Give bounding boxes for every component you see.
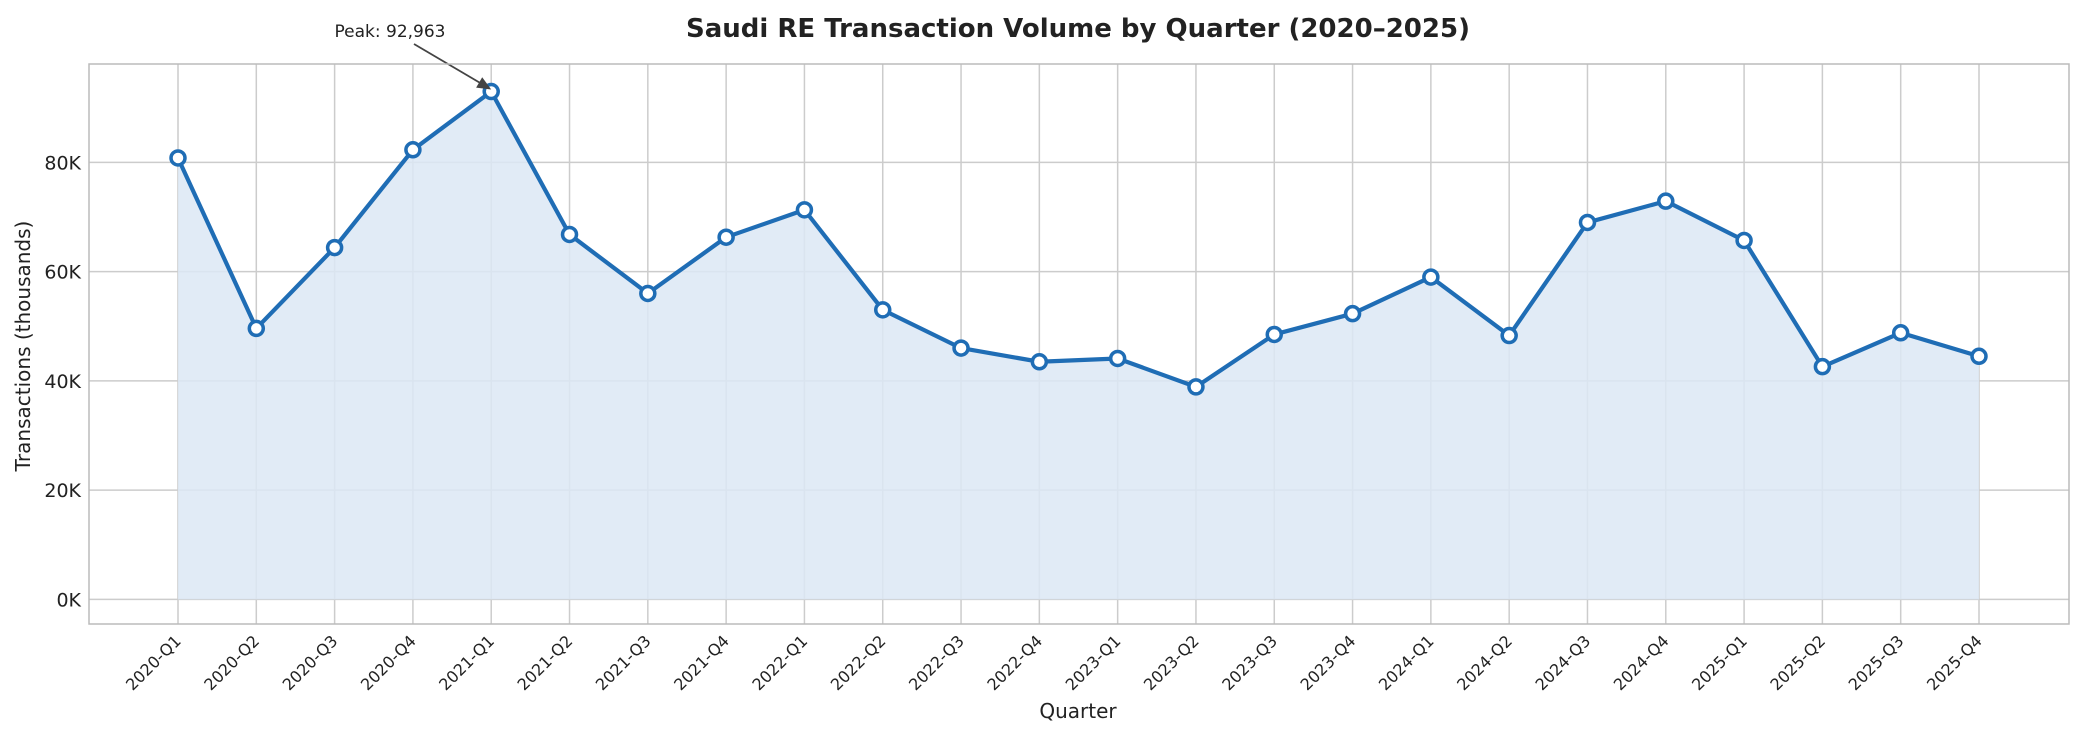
area-fill [178, 91, 1979, 600]
y-tick-label: 80K [44, 152, 81, 174]
data-point [1343, 304, 1362, 323]
x-tick-label: 2022-Q2 [827, 631, 890, 694]
x-tick-label: 2021-Q2 [514, 631, 577, 694]
data-point [247, 319, 266, 338]
x-tick-label: 2025-Q3 [1845, 631, 1908, 694]
data-point [1108, 349, 1127, 368]
x-tick-label: 2024-Q2 [1453, 631, 1516, 694]
data-point [404, 141, 422, 159]
data-point [717, 228, 735, 246]
data-point [1422, 268, 1440, 286]
x-tick-label: 2023-Q2 [1140, 631, 1203, 694]
x-tick-label: 2025-Q4 [1923, 631, 1986, 694]
data-point [1657, 192, 1675, 210]
y-tick-label: 60K [44, 262, 81, 284]
data-point [1735, 231, 1753, 250]
x-tick-label: 2024-Q4 [1610, 631, 1673, 694]
y-tick-label: 20K [44, 480, 81, 502]
data-point [795, 201, 814, 219]
plot-frame [88, 63, 2070, 625]
data-point [325, 238, 344, 257]
data-point [873, 301, 892, 319]
data-point [952, 339, 970, 357]
x-tick-label: 2022-Q1 [748, 631, 811, 694]
x-tick-label: 2023-Q1 [1062, 631, 1125, 694]
x-tick-label: 2020-Q3 [279, 631, 342, 694]
series-line-layer [175, 89, 1982, 389]
x-tick-label: 2023-Q3 [1218, 631, 1281, 694]
x-tick-label: 2021-Q4 [670, 631, 733, 694]
x-tick-label: 2020-Q1 [122, 631, 185, 694]
data-point [1187, 378, 1205, 396]
annotation-arrowhead [476, 77, 492, 90]
x-tick-label: 2025-Q1 [1688, 631, 1751, 694]
x-tick-label: 2025-Q2 [1766, 631, 1829, 694]
area-fill-layer [178, 91, 1979, 600]
x-tick-labels: 2020-Q1 2020-Q2 2020-Q3 2020-Q4 2021-Q1 2021-… [122, 631, 1986, 694]
annotation-arrow [413, 43, 487, 88]
y-tick-labels: 0K 20K 40K 60K 80K [44, 152, 81, 611]
y-tick-label: 40K [44, 371, 81, 393]
x-tick-label: 2022-Q3 [905, 631, 968, 694]
x-tick-label: 2021-Q1 [435, 631, 498, 694]
data-point [1030, 353, 1049, 371]
series-line [175, 89, 1982, 389]
data-point [1970, 347, 1988, 366]
peak-annotation-text: Peak: 92,963 [335, 22, 446, 42]
data-point [169, 149, 187, 167]
peak-annotation: Peak: 92,963 [335, 22, 492, 90]
x-axis-label: Quarter [1039, 699, 1117, 723]
x-tick-label: 2022-Q4 [983, 631, 1046, 694]
x-tick-label: 2023-Q4 [1297, 631, 1360, 694]
data-points [169, 82, 1988, 396]
data-point [1500, 326, 1518, 345]
data-point [1578, 213, 1597, 232]
data-point [560, 225, 579, 244]
y-tick-label: 0K [56, 589, 81, 611]
chart-title: Saudi RE Transaction Volume by Quarter (… [686, 14, 1470, 44]
x-tick-label: 2024-Q1 [1375, 631, 1438, 694]
y-axis-label: Transactions (thousands) [11, 221, 35, 473]
data-point [1265, 325, 1284, 344]
x-tick-label: 2024-Q3 [1531, 631, 1594, 694]
data-point [1813, 357, 1832, 376]
data-point [1891, 324, 1910, 342]
x-tick-label: 2021-Q3 [592, 631, 655, 694]
data-point [639, 284, 657, 303]
x-tick-label: 2020-Q4 [357, 631, 420, 694]
x-tick-label: 2020-Q2 [200, 631, 263, 694]
